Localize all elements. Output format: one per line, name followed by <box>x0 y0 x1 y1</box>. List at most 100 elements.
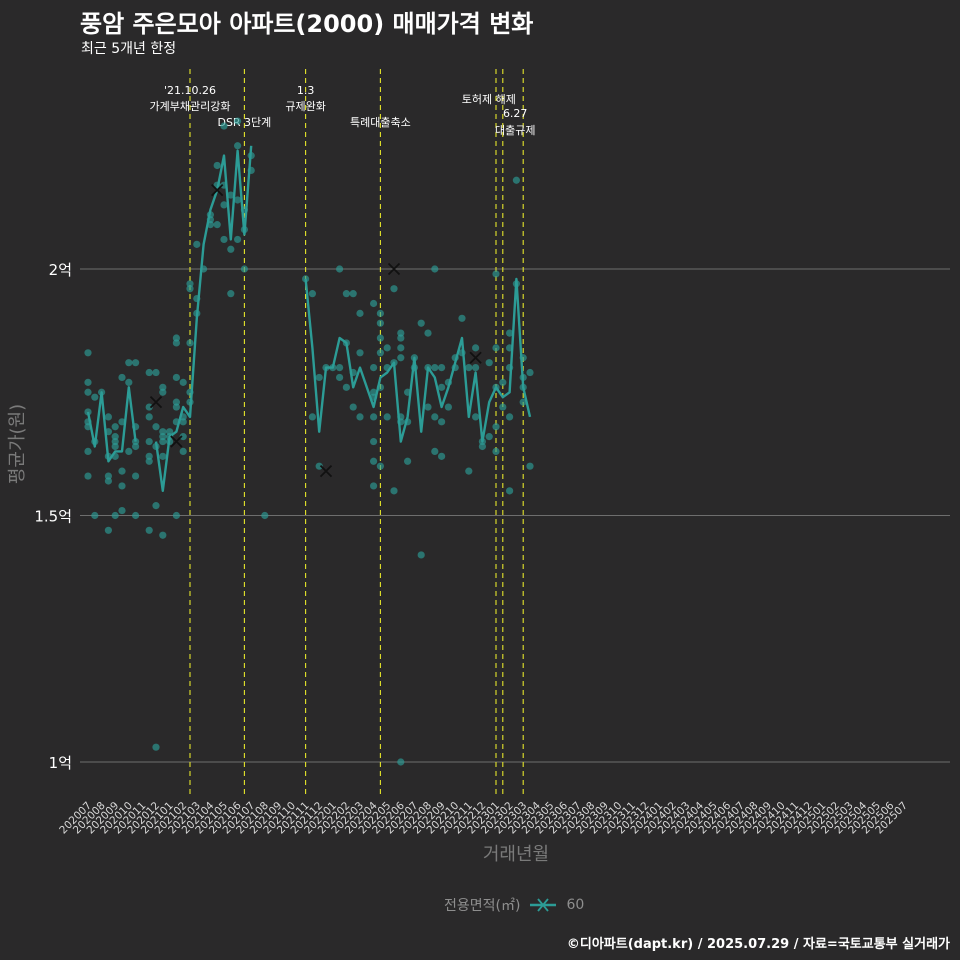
data-point <box>179 447 187 456</box>
data-point <box>172 339 180 347</box>
series-line-60 <box>154 145 253 492</box>
data-point <box>417 319 425 327</box>
data-point <box>172 511 180 520</box>
data-point <box>227 245 235 253</box>
data-point <box>465 467 473 475</box>
data-point <box>424 403 432 411</box>
x-marker <box>319 464 333 478</box>
data-point <box>220 122 228 130</box>
data-point <box>152 743 160 751</box>
data-point <box>84 447 92 456</box>
data-point <box>118 482 126 490</box>
data-point <box>431 447 439 456</box>
data-point <box>356 309 364 317</box>
event-label: '21.10.26 <box>164 84 216 97</box>
x-axis-label: 거래년월 <box>482 844 550 865</box>
x-marker <box>170 435 183 448</box>
data-point <box>84 408 92 416</box>
chart-caption: ©디아파트(dapt.kr) / 2025.07.29 / 자료=국토교통부 실… <box>566 937 950 952</box>
data-point <box>526 368 534 377</box>
data-point <box>227 290 235 298</box>
legend-entry-60: 60 <box>566 897 585 913</box>
data-point <box>118 467 126 475</box>
data-point <box>472 364 480 372</box>
data-point <box>417 551 425 559</box>
x-marker <box>211 183 224 197</box>
series-line-60 <box>86 386 137 463</box>
data-point <box>336 364 344 372</box>
series-line-60 <box>304 277 532 443</box>
data-point <box>458 314 466 322</box>
data-point <box>431 413 439 421</box>
data-point <box>227 191 235 199</box>
data-point <box>397 758 405 766</box>
data-point <box>370 482 378 490</box>
data-point <box>213 161 221 170</box>
data-point <box>152 502 160 510</box>
data-point <box>383 344 391 352</box>
data-point <box>186 285 194 293</box>
data-point <box>472 413 480 421</box>
data-point <box>308 290 316 298</box>
data-point <box>342 290 350 298</box>
data-point <box>166 428 174 436</box>
data-point <box>145 452 153 460</box>
data-point <box>193 240 201 248</box>
event-sublabel: 대출규제 <box>495 124 535 137</box>
data-point <box>104 413 112 421</box>
data-point <box>84 349 92 357</box>
data-point <box>370 299 378 308</box>
data-point <box>370 437 378 446</box>
event-label: 특례대출축소 <box>350 116 411 129</box>
data-point <box>145 413 153 421</box>
data-point <box>132 442 140 451</box>
data-point <box>159 428 167 436</box>
data-point <box>397 354 405 362</box>
data-point <box>349 290 357 298</box>
data-point <box>159 383 167 391</box>
data-point <box>145 457 153 465</box>
event-label: 6.27 <box>503 107 528 120</box>
data-point <box>159 531 167 539</box>
data-point <box>220 235 228 244</box>
data-point <box>91 393 99 401</box>
event-label: 토허제 해제 <box>462 92 516 106</box>
data-point <box>383 413 391 421</box>
data-point <box>172 398 180 406</box>
data-point <box>125 378 133 386</box>
data-point <box>370 413 378 421</box>
data-point <box>159 388 167 396</box>
y-tick-label: 1.5억 <box>34 508 72 526</box>
data-point <box>152 368 160 377</box>
data-point <box>125 359 133 367</box>
data-point <box>118 506 126 515</box>
data-point <box>179 378 187 386</box>
data-point <box>444 403 452 411</box>
event-sublabel: 규제완화 <box>285 100 325 113</box>
data-point <box>159 452 167 460</box>
data-point <box>234 196 242 204</box>
data-point <box>132 359 140 367</box>
data-point <box>118 373 126 382</box>
data-point <box>145 368 153 377</box>
data-point <box>506 413 514 421</box>
data-point <box>376 334 384 342</box>
data-point <box>152 423 160 431</box>
data-point <box>499 378 507 386</box>
x-marker <box>387 262 401 276</box>
data-point <box>111 511 119 520</box>
data-point <box>506 487 514 495</box>
data-point <box>485 433 493 441</box>
data-point <box>104 477 112 485</box>
y-tick-label: 2억 <box>49 261 72 279</box>
data-point <box>424 329 432 337</box>
data-point <box>308 413 316 421</box>
data-point <box>261 511 269 520</box>
data-point <box>220 201 228 209</box>
data-point <box>104 472 112 480</box>
data-point <box>172 403 180 411</box>
data-point <box>526 462 534 470</box>
data-point <box>186 339 194 347</box>
data-point <box>145 403 153 411</box>
data-point <box>512 176 521 184</box>
